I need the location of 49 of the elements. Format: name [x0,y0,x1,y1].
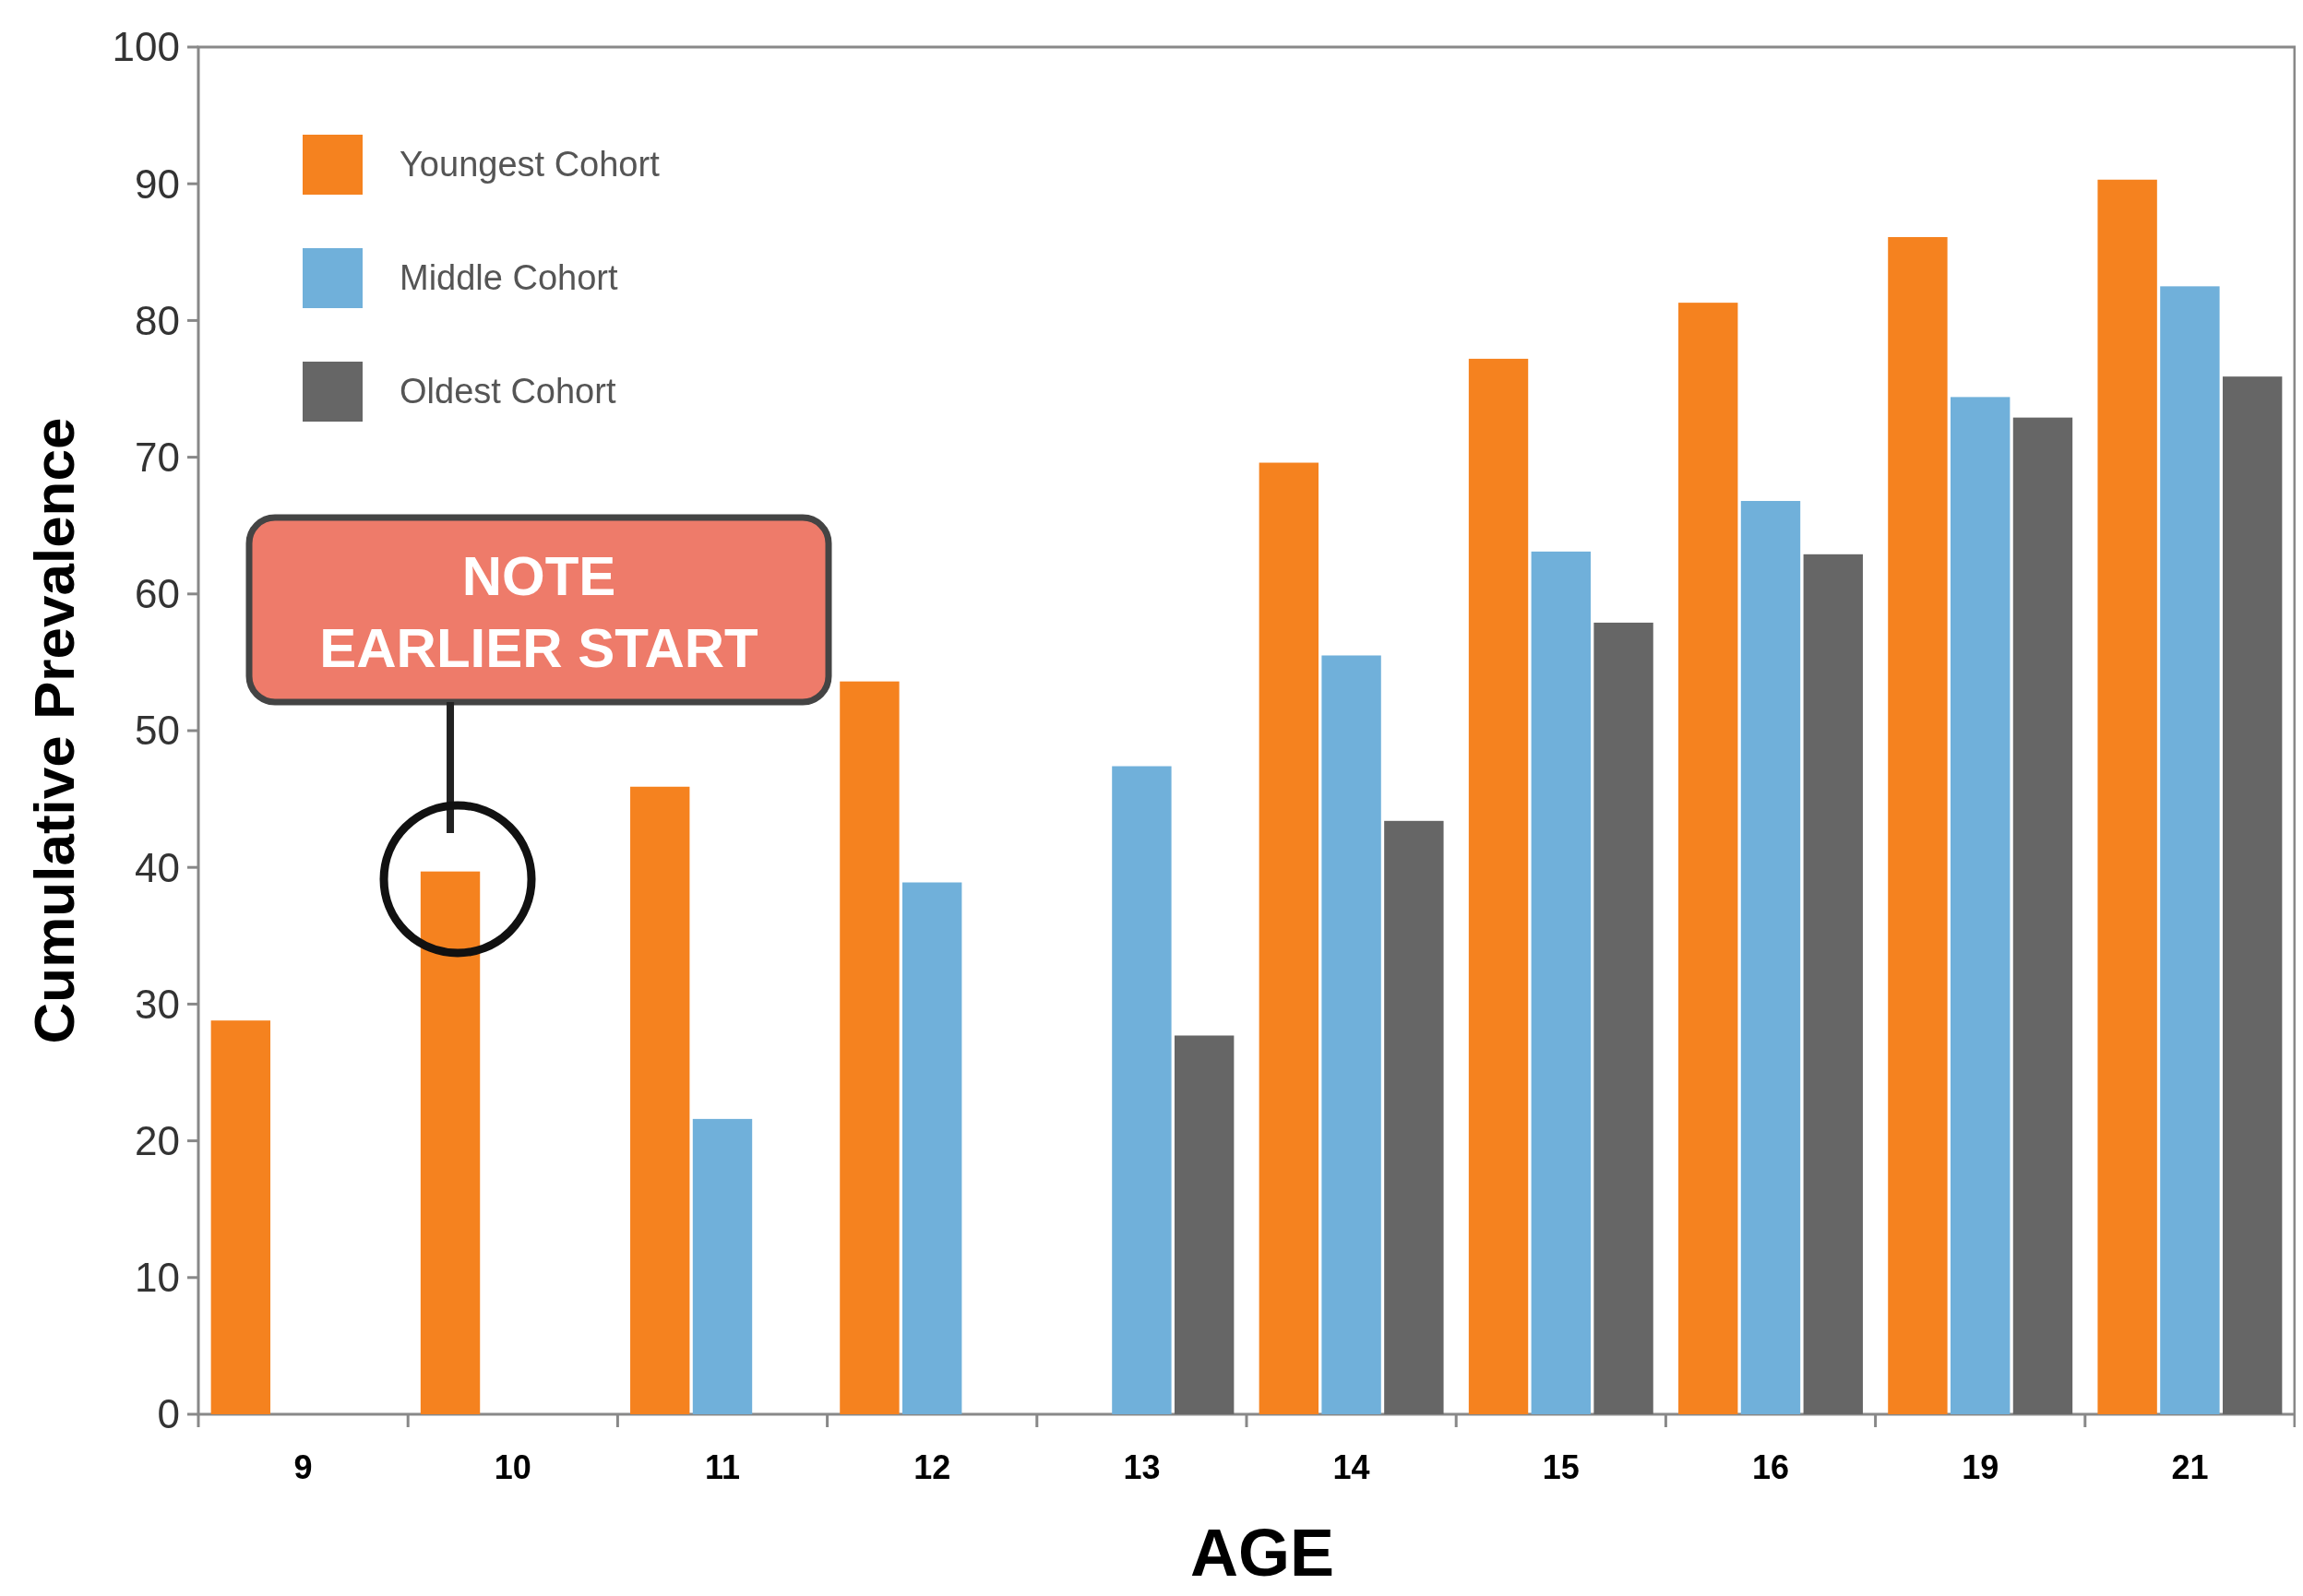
x-tick-label: 14 [1332,1448,1370,1486]
y-tick-label: 30 [135,981,180,1027]
x-tick-label: 9 [293,1448,313,1486]
bar [630,786,690,1414]
y-tick-label: 50 [135,708,180,754]
x-tick-label: 19 [1962,1448,1999,1486]
y-tick-label: 60 [135,571,180,617]
bar [2097,179,2157,1414]
bar [840,681,900,1414]
x-tick-label: 21 [2171,1448,2209,1486]
y-tick-label: 90 [135,161,180,207]
bar [1384,820,1444,1414]
bar [1678,303,1738,1414]
bar [210,1020,271,1414]
bar [1468,358,1529,1414]
x-tick-label: 12 [913,1448,951,1486]
legend-label: Oldest Cohort [400,372,616,411]
bar [1112,766,1172,1414]
x-tick-label: 16 [1751,1448,1790,1486]
bar [1174,1035,1235,1414]
legend-label: Middle Cohort [400,258,618,298]
bar [1803,554,1863,1414]
y-tick-label: 0 [157,1391,180,1437]
bar [1259,462,1319,1414]
bar [2012,417,2073,1414]
bar [1888,237,1948,1414]
x-axis-title: AGE [1189,1516,1335,1590]
bar [2160,286,2220,1414]
bar [1951,397,2011,1414]
bar [2222,376,2283,1414]
bar [692,1118,753,1414]
y-tick-label: 80 [135,297,180,343]
x-tick-label: 13 [1123,1448,1161,1486]
x-tick-label: 15 [1542,1448,1580,1486]
y-axis-title: Cumulative Prevalence [22,417,86,1044]
legend-label: Youngest Cohort [400,145,661,185]
x-tick-label: 11 [704,1448,741,1486]
bar [902,882,962,1414]
bar [1531,551,1591,1414]
y-tick-label: 10 [135,1255,180,1301]
bar [1593,622,1653,1414]
bar [1321,655,1381,1414]
x-tick-label: 10 [494,1448,531,1486]
y-tick-label: 70 [135,435,180,480]
annotation: NOTE EARLIER START [319,545,758,679]
y-tick-label: 20 [135,1118,180,1163]
y-tick-label: 40 [135,844,180,890]
bar [1740,501,1801,1414]
y-tick-label: 100 [112,24,180,70]
